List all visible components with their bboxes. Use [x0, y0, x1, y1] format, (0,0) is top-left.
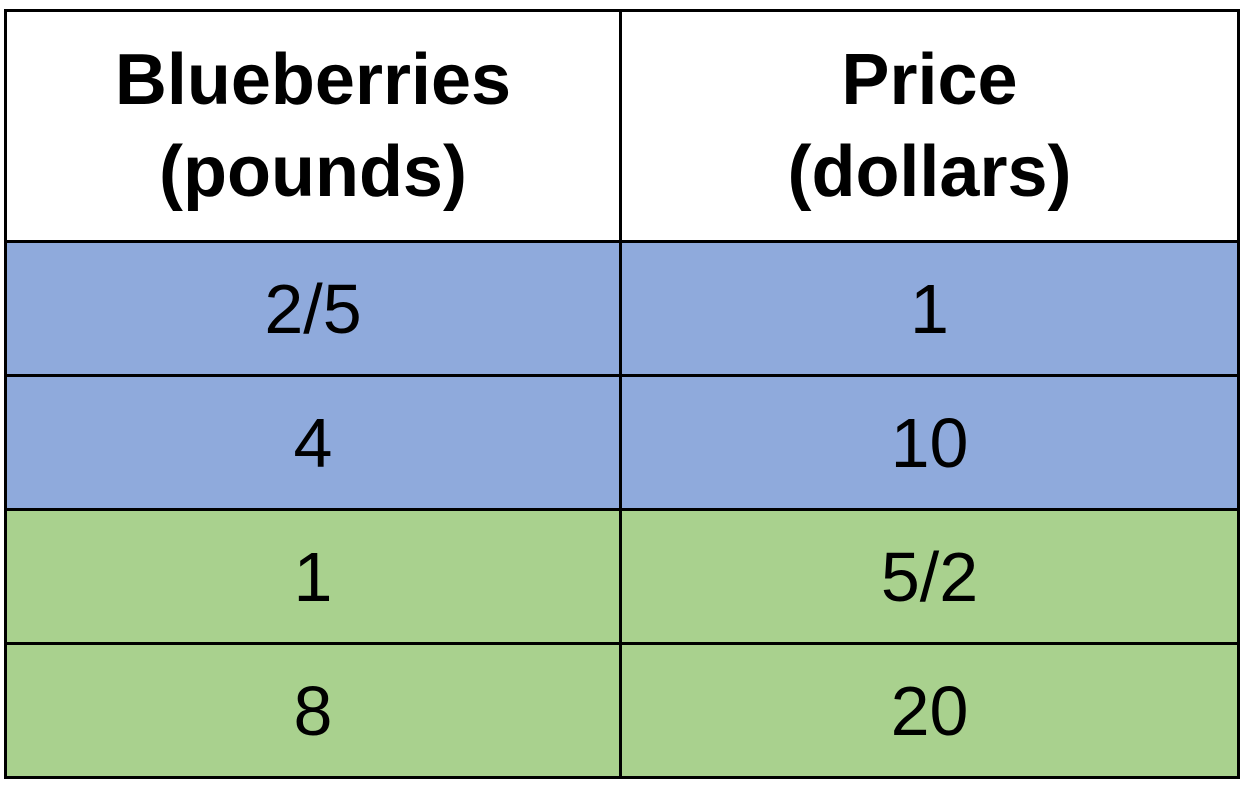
blueberries-price-table: Blueberries (pounds) Price (dollars) 2/5… — [4, 9, 1240, 779]
header-pounds-line2: (pounds) — [159, 132, 467, 212]
header-pounds-line1: Blueberries — [114, 40, 512, 120]
cell-pounds: 2/5 — [4, 240, 622, 377]
header-price-line1: Price — [841, 40, 1018, 120]
header-row: Blueberries (pounds) Price (dollars) — [4, 9, 1240, 243]
cell-pounds: 4 — [4, 374, 622, 511]
header-price: Price (dollars) — [619, 9, 1240, 243]
cell-price: 1 — [619, 240, 1240, 377]
cell-price: 20 — [619, 642, 1240, 779]
cell-pounds: 8 — [4, 642, 622, 779]
table-row: 4 10 — [4, 374, 1240, 511]
table-row: 8 20 — [4, 642, 1240, 779]
header-price-line2: (dollars) — [787, 132, 1072, 212]
cell-price: 10 — [619, 374, 1240, 511]
cell-price: 5/2 — [619, 508, 1240, 645]
cell-pounds: 1 — [4, 508, 622, 645]
table-row: 2/5 1 — [4, 240, 1240, 377]
header-pounds: Blueberries (pounds) — [4, 9, 622, 243]
table-row: 1 5/2 — [4, 508, 1240, 645]
